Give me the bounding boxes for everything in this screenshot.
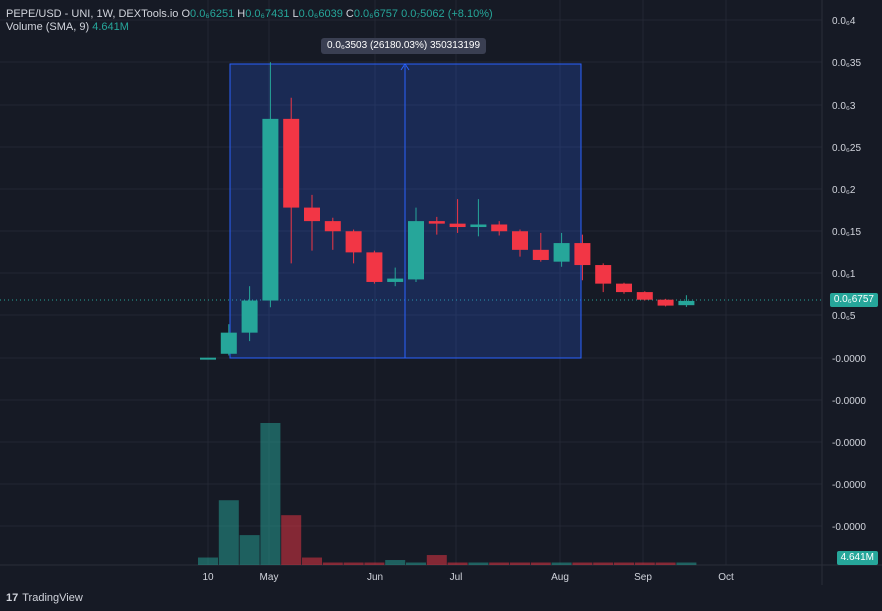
time-axis-label: Aug <box>551 572 569 583</box>
volume-bar <box>218 500 239 565</box>
time-axis-label: Sep <box>634 572 652 583</box>
measure-tool[interactable] <box>229 63 582 359</box>
volume-bar <box>260 423 281 565</box>
candle-body <box>449 223 466 228</box>
price-axis-label: -0.0000 <box>832 522 866 533</box>
legend-open-value: 0.0₆6251 <box>190 8 235 20</box>
volume-bar <box>322 562 343 565</box>
volume-bar <box>302 557 322 565</box>
legend-low-label: L <box>292 8 299 20</box>
volume-bar <box>634 562 655 565</box>
candle-body <box>428 221 445 224</box>
measure-arrowhead <box>400 63 410 71</box>
candle-body <box>262 118 279 301</box>
volume-bar <box>676 562 697 565</box>
volume-bar <box>510 562 530 565</box>
price-axis-label: -0.0000 <box>832 396 866 407</box>
volume-bar <box>426 555 447 565</box>
volume-bar <box>655 562 676 565</box>
volume-bar <box>489 562 510 565</box>
tradingview-logo[interactable]: 17 TradingView <box>6 592 83 604</box>
volume-bar <box>614 562 634 565</box>
candle-body <box>491 224 508 232</box>
volume-bars <box>198 423 697 565</box>
price-axis-label: 0.0₆5 <box>832 311 856 322</box>
legend-low-value: 0.0₆6039 <box>298 8 343 20</box>
volume-bar <box>468 562 489 565</box>
price-axis-label: -0.0000 <box>832 438 866 449</box>
volume-bar <box>447 562 468 565</box>
time-axis-label: 10 <box>202 572 214 583</box>
candle-body <box>408 221 424 280</box>
axes: 0.0₆4 0.0₆35 0.0₆3 0.0₆25 0.0₆2 0.0₆15 0.0₆1 0.… <box>202 16 866 583</box>
volume-bar <box>593 562 614 565</box>
candle-body <box>532 249 549 260</box>
price-axis-label: -0.0000 <box>832 480 866 491</box>
candle-body <box>595 265 612 284</box>
candle-body <box>241 300 258 333</box>
price-axis-label: 0.0₆15 <box>832 227 861 238</box>
candle-body <box>678 300 695 306</box>
price-axis-label: 0.0₆1 <box>832 269 856 280</box>
candle-body <box>324 221 341 232</box>
candle-body <box>470 224 487 228</box>
price-axis-label: 0.0₆25 <box>832 143 861 154</box>
candle-body <box>553 243 570 262</box>
legend-pair: PEPE/USD - UNI, 1W, DEXTools.io <box>6 8 179 20</box>
last-price-tag: 0.0₆6757 <box>829 293 878 307</box>
time-axis-label: Jun <box>367 572 383 583</box>
legend-close-value: 0.0₆6757 <box>353 8 399 20</box>
volume-bar <box>239 535 260 565</box>
tradingview-brand: TradingView <box>22 592 83 604</box>
volume-bar <box>343 562 364 565</box>
time-axis-label: May <box>260 572 279 583</box>
volume-bar <box>364 562 385 565</box>
price-axis-label: 0.0₆35 <box>832 58 861 69</box>
candle-body <box>387 278 404 282</box>
time-axis-label: Oct <box>718 572 734 583</box>
legend-ohlc-row: PEPE/USD - UNI, 1W, DEXTools.io O0.0₆625… <box>6 8 493 21</box>
candle-body <box>616 283 632 293</box>
candle-body <box>283 118 300 208</box>
legend-close-label: C <box>345 8 354 20</box>
measure-readout: 0.0₆3503 (26180.03%) 350313199 <box>321 38 487 54</box>
volume-bar <box>385 560 406 565</box>
volume-bar <box>530 562 551 565</box>
footer <box>0 585 882 606</box>
volume-bar <box>572 562 593 565</box>
candle-body <box>200 357 216 360</box>
price-axis-label: -0.0000 <box>832 354 866 365</box>
price-axis-label: 0.0₆2 <box>832 185 856 196</box>
legend-open-label: O <box>181 8 191 20</box>
candle-body <box>636 292 653 300</box>
candle-body <box>512 231 528 250</box>
legend-volume-row: Volume (SMA, 9) 4.641M <box>6 21 493 34</box>
volume-bar <box>198 557 218 565</box>
candle-body <box>574 243 591 266</box>
time-axis-label: Jul <box>450 572 463 583</box>
volume-bar <box>281 515 302 565</box>
candle-body <box>304 207 320 222</box>
candle-body <box>366 252 383 282</box>
volume-bar <box>406 562 426 565</box>
legend-high-value: 0.0₆7431 <box>245 8 290 20</box>
price-axis-label: 0.0₆4 <box>832 16 856 27</box>
candle-body <box>345 231 362 253</box>
tradingview-logo-icon: 17 <box>6 592 19 604</box>
chart-legend: PEPE/USD - UNI, 1W, DEXTools.io O0.0₆625… <box>6 8 493 34</box>
volume-tag: 4.641M <box>836 551 878 565</box>
legend-volume-label: Volume (SMA, 9) <box>6 21 90 33</box>
legend-volume-value: 4.641M <box>92 21 129 33</box>
candle-body <box>220 332 237 354</box>
legend-high-label: H <box>237 8 246 20</box>
candles <box>200 62 695 360</box>
legend-change: 0.0₇5062 (+8.10%) <box>401 8 493 20</box>
candle-body <box>657 299 674 306</box>
grid-layer <box>0 0 882 585</box>
price-axis-label: 0.0₆3 <box>832 101 856 112</box>
volume-bar <box>551 562 572 565</box>
